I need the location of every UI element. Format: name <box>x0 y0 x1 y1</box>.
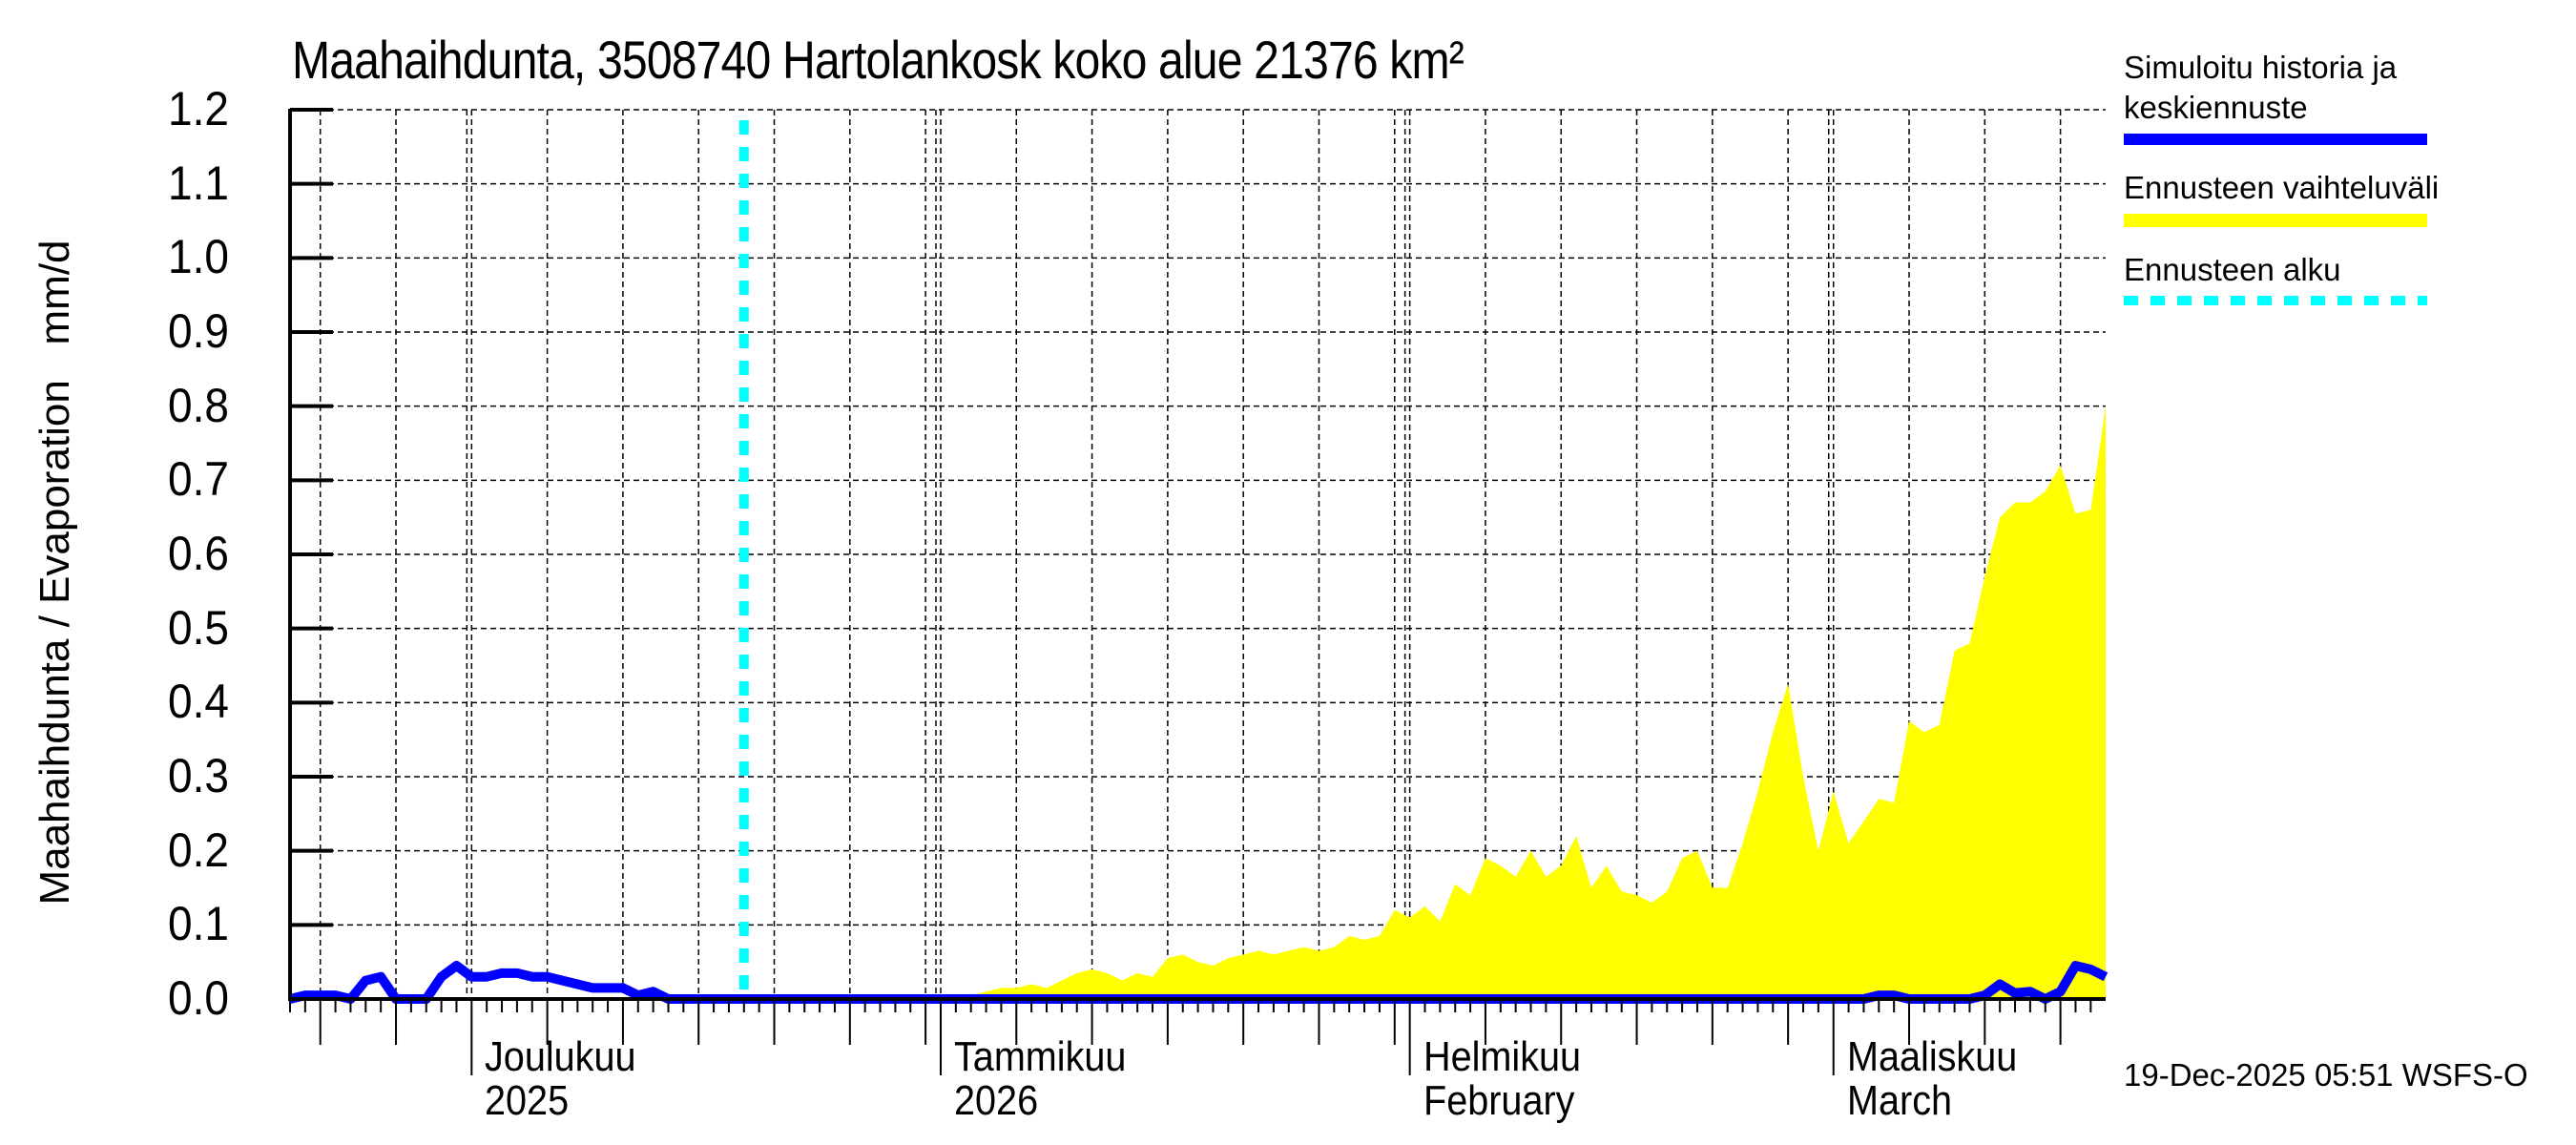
legend-item-history: Simuloitu historia ja keskiennuste <box>2124 48 2439 145</box>
x-month-label: Tammikuu 2026 <box>954 1035 1126 1123</box>
legend-label-forecast-start: Ennusteen alku <box>2124 252 2341 287</box>
y-tick-label: 1.2 <box>168 82 229 135</box>
month-name: Helmikuu <box>1423 1033 1581 1080</box>
legend-swatch-range <box>2124 214 2427 227</box>
month-sub: March <box>1846 1077 1952 1124</box>
month-sub: February <box>1423 1077 1575 1124</box>
y-tick-label: 0.3 <box>168 749 229 802</box>
chart-title: Maahaihdunta, 3508740 Hartolankosk koko … <box>292 30 1465 90</box>
legend: Simuloitu historia ja keskiennuste Ennus… <box>2124 48 2439 305</box>
month-name: Joulukuu <box>485 1033 636 1080</box>
month-name: Tammikuu <box>953 1033 1127 1080</box>
timestamp: 19-Dec-2025 05:51 WSFS-O <box>2124 1057 2528 1093</box>
y-tick-label: 0.2 <box>168 822 229 877</box>
y-tick-label: 1.1 <box>168 156 229 210</box>
forecast-range-area <box>743 406 2106 1000</box>
x-month-label: Maaliskuu March <box>1847 1035 2017 1123</box>
grid-lines <box>290 109 2106 1000</box>
y-tick-label: 0.5 <box>168 600 229 655</box>
month-sub: 2025 <box>485 1077 570 1124</box>
x-month-label: Helmikuu February <box>1423 1035 1581 1123</box>
month-name: Maaliskuu <box>1846 1033 2018 1080</box>
legend-label-history: Simuloitu historia ja keskiennuste <box>2124 50 2398 125</box>
y-tick-label: 0.7 <box>168 452 229 507</box>
y-axis-label: Maahaihdunta / Evaporation mm/d <box>31 239 78 906</box>
y-tick-label: 0.1 <box>168 897 229 951</box>
legend-swatch-history <box>2124 134 2427 145</box>
y-tick-label: 1.0 <box>168 230 229 284</box>
y-tick-label: 0.0 <box>168 971 229 1025</box>
y-tick-label: 0.6 <box>168 527 229 580</box>
legend-label-range: Ennusteen vaihteluväli <box>2124 170 2440 205</box>
x-month-label: Joulukuu 2025 <box>485 1035 636 1123</box>
x-axis-ticks <box>289 999 2092 1075</box>
month-sub: 2026 <box>953 1077 1039 1124</box>
y-tick-label: 0.8 <box>168 378 229 432</box>
legend-item-forecast-start: Ennusteen alku <box>2124 250 2439 305</box>
legend-swatch-forecast-start <box>2124 296 2427 305</box>
y-tick-label: 0.9 <box>168 304 229 358</box>
y-tick-label: 0.4 <box>168 675 229 729</box>
legend-item-range: Ennusteen vaihteluväli <box>2124 168 2439 227</box>
